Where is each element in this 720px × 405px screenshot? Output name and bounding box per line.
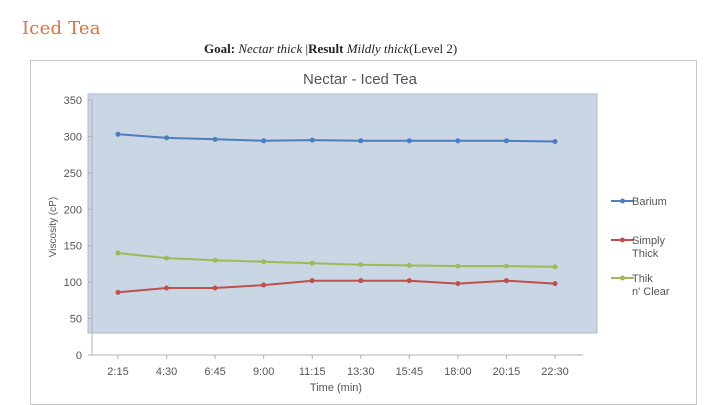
data-point	[309, 137, 315, 143]
legend-swatch-marker	[620, 198, 625, 204]
y-tick-label: 350	[64, 95, 82, 107]
data-point	[552, 139, 558, 145]
series-line-1	[117, 279, 556, 294]
x-tick-label: 4:30	[156, 366, 177, 378]
data-point	[406, 262, 412, 268]
data-point	[406, 138, 412, 144]
data-point	[552, 281, 558, 287]
x-tick-label: 9:00	[253, 366, 274, 378]
x-tick-label: 18:00	[444, 366, 472, 378]
result-label: Result	[308, 41, 344, 56]
data-point	[164, 285, 170, 291]
data-point	[212, 136, 218, 142]
x-tick-label: 13:30	[347, 366, 375, 378]
y-tick-label: 100	[64, 277, 82, 289]
x-tick-label: 11:15	[299, 366, 326, 378]
data-point	[358, 278, 364, 284]
x-tick-label: 6:45	[204, 366, 225, 378]
chart-title: Nectar - Iced Tea	[303, 71, 418, 88]
data-point	[164, 135, 170, 141]
data-point	[309, 278, 315, 284]
x-tick-label: 2:15	[107, 366, 128, 378]
data-point	[261, 282, 267, 288]
data-point	[406, 278, 412, 284]
goal-result-line: Goal: Nectar thick |Result Mildly thick(…	[204, 41, 457, 57]
data-point	[115, 289, 121, 295]
plot-background	[87, 93, 598, 334]
data-point	[358, 262, 364, 268]
x-tick-label: 22:30	[541, 366, 569, 378]
data-point	[261, 259, 267, 265]
result-value: Mildly thick	[346, 41, 410, 56]
y-tick-label: 0	[76, 350, 82, 362]
data-point	[455, 281, 461, 287]
y-tick-label: 250	[64, 168, 82, 180]
y-tick-label: 200	[64, 204, 82, 216]
goal-value: Nectar thick	[238, 41, 303, 56]
data-point	[115, 250, 121, 256]
y-tick-label: 50	[70, 314, 82, 326]
series-line-2	[117, 252, 556, 268]
result-level: (Level 2)	[409, 41, 458, 56]
x-tick-label: 20:15	[493, 366, 521, 378]
legend-label: Thik n' Clear	[632, 273, 670, 298]
data-point	[358, 138, 364, 144]
data-point	[552, 264, 558, 270]
data-point	[115, 131, 121, 137]
data-point	[309, 260, 315, 266]
data-point	[212, 285, 218, 291]
y-tick-label: 150	[64, 241, 82, 253]
series-line-0	[117, 133, 556, 143]
slide-title: Iced Tea	[22, 18, 101, 39]
data-point	[261, 138, 267, 144]
goal-label: Goal:	[204, 41, 236, 56]
legend-swatch-marker	[620, 275, 625, 281]
data-point	[164, 255, 170, 261]
data-point	[503, 263, 509, 269]
legend-swatch-marker	[620, 237, 625, 243]
data-point	[212, 257, 218, 263]
data-point	[455, 263, 461, 269]
legend-label: Simply Thick	[632, 235, 666, 260]
x-tick-label: 15:45	[396, 366, 424, 378]
separator: |	[305, 41, 309, 56]
data-point	[503, 138, 509, 144]
data-point	[503, 278, 509, 284]
x-axis-label: Time (min)	[310, 382, 362, 394]
y-axis-label: Viscosity (cP)	[48, 197, 59, 257]
legend-label: Barium	[632, 196, 667, 208]
data-point	[455, 138, 461, 144]
y-tick-label: 300	[64, 131, 82, 143]
